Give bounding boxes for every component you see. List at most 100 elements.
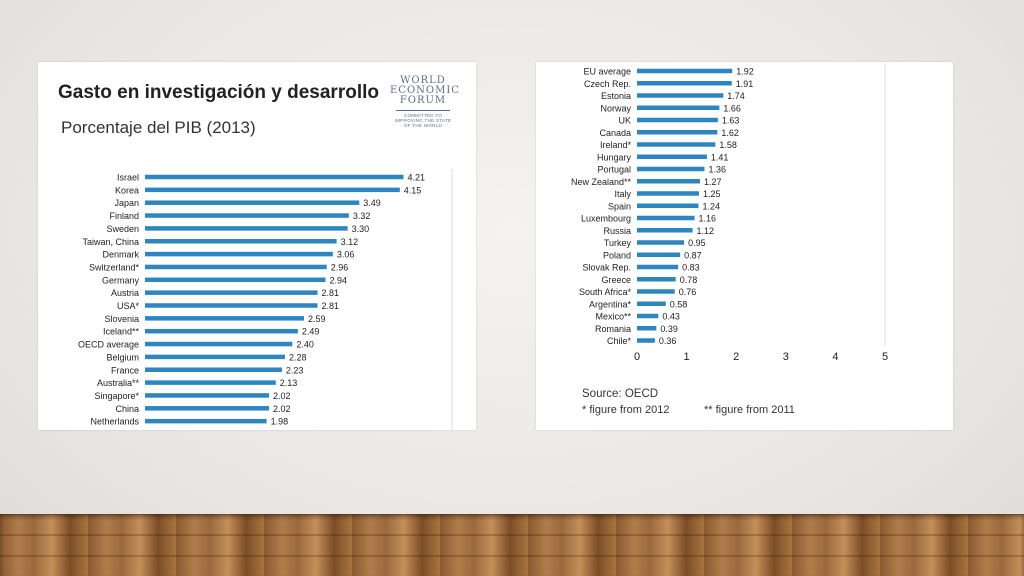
- category-label: Estonia: [601, 91, 631, 101]
- bar: [145, 393, 270, 398]
- bar: [637, 68, 733, 74]
- value-label: 3.49: [363, 198, 381, 208]
- value-label: 0.87: [684, 250, 702, 260]
- value-label: 3.12: [341, 237, 359, 247]
- category-label: Argentina*: [589, 299, 632, 309]
- category-label: Netherlands: [90, 417, 139, 427]
- chart-title: Gasto en investigación y desarrollo: [58, 82, 379, 103]
- value-label: 1.66: [723, 103, 741, 113]
- value-label: 0.95: [688, 238, 706, 248]
- bar: [637, 191, 699, 196]
- category-label: Slovenia: [104, 314, 139, 324]
- category-label: Chile*: [607, 336, 632, 346]
- value-label: 0.83: [682, 263, 700, 273]
- category-label: Slovak Rep.: [582, 263, 631, 273]
- bar: [637, 240, 685, 245]
- value-label: 2.02: [273, 404, 291, 414]
- bar: [637, 301, 666, 306]
- bar: [637, 326, 657, 331]
- bar: [145, 290, 318, 295]
- value-label: 3.06: [337, 250, 355, 260]
- source-note: Source: OECD: [582, 388, 659, 400]
- footnote-2012: * figure from 2012: [582, 404, 670, 416]
- value-label: 2.40: [296, 340, 314, 350]
- bar: [637, 228, 693, 233]
- value-label: 1.12: [697, 226, 715, 236]
- category-label: Canada: [599, 128, 631, 138]
- bar: [145, 226, 348, 231]
- value-label: 0.43: [662, 312, 680, 322]
- value-label: 0.39: [660, 324, 678, 334]
- value-label: 2.94: [330, 275, 348, 285]
- x-tick-label: 3: [783, 351, 789, 363]
- x-tick-label: 0: [634, 351, 640, 363]
- category-label: Finland: [109, 211, 139, 221]
- category-label: Singapore*: [94, 391, 139, 401]
- bar: [637, 154, 707, 159]
- logo-tagline: IMPROVING THE STATE: [394, 118, 452, 123]
- value-label: 2.81: [322, 288, 340, 298]
- category-label: Luxembourg: [581, 214, 631, 224]
- bar: [145, 239, 337, 244]
- category-label: Japan: [114, 198, 139, 208]
- value-label: 1.27: [704, 177, 722, 187]
- category-label: Greece: [601, 275, 631, 285]
- category-label: Denmark: [102, 250, 139, 260]
- bar: [145, 406, 270, 411]
- value-label: 1.16: [699, 214, 717, 224]
- bar: [145, 316, 305, 321]
- category-label: Korea: [115, 185, 139, 195]
- category-label: Sweden: [106, 224, 139, 234]
- value-label: 1.63: [722, 116, 740, 126]
- value-label: 4.15: [404, 185, 422, 195]
- bar: [637, 179, 700, 184]
- category-label: UK: [618, 116, 631, 126]
- value-label: 4.21: [407, 173, 425, 183]
- category-label: New Zealand**: [571, 177, 632, 187]
- value-label: 1.41: [711, 152, 729, 162]
- bar: [145, 354, 285, 360]
- value-label: 1.98: [271, 417, 289, 427]
- category-label: Iceland**: [103, 327, 140, 337]
- category-label: Norway: [600, 103, 631, 113]
- category-label: Switzerland*: [89, 262, 140, 272]
- bar: [145, 367, 282, 372]
- value-label: 0.78: [680, 275, 698, 285]
- bar: [637, 338, 655, 343]
- category-label: Australia**: [97, 378, 140, 388]
- category-label: Germany: [102, 275, 140, 285]
- bar: [145, 187, 400, 193]
- x-tick-label: 2: [733, 351, 739, 363]
- chart-panel-left: Gasto en investigación y desarrollo Porc…: [38, 62, 476, 430]
- x-tick-label: 4: [832, 351, 838, 363]
- category-label: Belgium: [106, 352, 139, 362]
- category-label: Poland: [603, 250, 631, 260]
- value-label: 3.32: [353, 211, 371, 221]
- bar: [637, 203, 699, 208]
- value-label: 1.92: [736, 67, 754, 77]
- bar: [145, 380, 276, 385]
- value-label: 1.24: [703, 201, 721, 211]
- value-label: 2.23: [286, 365, 304, 375]
- bar-chart-right: EU average 1.92 Czech Rep. 1.91 Estonia 1.74 N…: [571, 63, 888, 363]
- bar-chart-left: Israel 4.21 Korea 4.15 Japan 3.49 Finland 3.32 S…: [78, 169, 453, 430]
- footnote-2011: ** figure from 2011: [704, 404, 795, 416]
- category-label: Spain: [608, 201, 631, 211]
- value-label: 0.58: [670, 299, 688, 309]
- category-label: Portugal: [597, 165, 631, 175]
- bar: [637, 93, 724, 98]
- bar: [637, 289, 675, 294]
- category-label: OECD average: [78, 340, 139, 350]
- category-label: China: [115, 404, 139, 414]
- wood-floor: [0, 514, 1024, 576]
- bar: [145, 341, 293, 347]
- value-label: 1.58: [719, 140, 737, 150]
- value-label: 0.36: [659, 336, 677, 346]
- logo-tagline: COMMITTED TO: [403, 113, 443, 118]
- chart-subtitle: Porcentaje del PIB (2013): [61, 118, 256, 137]
- value-label: 2.81: [322, 301, 340, 311]
- bar: [145, 213, 349, 218]
- category-label: Czech Rep.: [584, 79, 631, 89]
- category-label: South Africa*: [579, 287, 632, 297]
- bar: [145, 418, 267, 424]
